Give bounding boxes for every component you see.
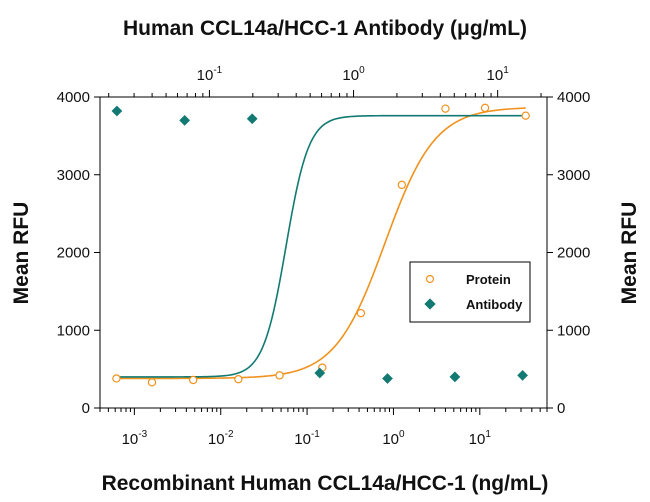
plot-frame — [99, 96, 548, 409]
protein-point — [397, 180, 407, 190]
x-axis-label: Recombinant Human CCL14a/HCC-1 (ng/mL) — [102, 472, 549, 495]
protein-point — [188, 375, 198, 385]
data-points — [111, 103, 530, 387]
y-tick-label-left: 1000 — [57, 322, 90, 339]
x-bottom-tick-label-base: 10 — [208, 431, 225, 448]
antibody-point — [449, 371, 461, 383]
y-tick-label-right: 3000 — [557, 167, 590, 184]
protein-point — [234, 375, 243, 384]
legend-protein-marker — [425, 274, 435, 284]
protein-fit-curve — [116, 107, 526, 380]
legend: Protein Antibody — [409, 261, 531, 323]
antibody-point — [179, 114, 191, 126]
protein-point — [112, 374, 121, 383]
antibody-point — [246, 113, 258, 125]
y-tick-label-right: 4000 — [557, 89, 590, 106]
antibody-point — [382, 373, 393, 384]
x-top-tick-label-base: 10 — [342, 67, 359, 84]
antibody-point — [517, 369, 528, 381]
protein-point — [275, 371, 284, 380]
protein-point — [521, 111, 530, 120]
y-tick-label-left: 0 — [82, 400, 90, 417]
protein-point — [356, 308, 366, 318]
y-tick-label-right: 1000 — [557, 322, 590, 339]
y-tick-label-left: 4000 — [57, 89, 90, 106]
protein-point — [441, 104, 450, 113]
x-bottom-tick-label: 10-1 — [294, 429, 320, 448]
x-top-tick-label-exponent: 0 — [359, 65, 365, 76]
x-bottom-tick-label: 100 — [382, 429, 405, 448]
legend-protein-label: Protein — [466, 272, 511, 287]
x-bottom-tick-label-exponent: -1 — [311, 429, 320, 440]
x-bottom-tick-label-base: 10 — [122, 431, 139, 448]
legend-antibody-label: Antibody — [466, 297, 523, 312]
x-top-tick-label: 100 — [342, 65, 365, 84]
antibody-fit-curve — [116, 114, 523, 378]
x-top-tick-label-exponent: -1 — [213, 65, 222, 76]
y-axis-label-right: Mean RFU — [618, 202, 641, 305]
x-top-tick-label-base: 10 — [487, 67, 504, 84]
y-axis-label-left: Mean RFU — [10, 202, 33, 305]
x-bottom-tick-label: 101 — [469, 429, 492, 448]
x-bottom-tick-label: 10-2 — [208, 429, 234, 448]
fit-curves — [116, 107, 526, 380]
x-bottom-tick-label-exponent: 0 — [399, 429, 405, 440]
chart-title: Human CCL14a/HCC-1 Antibody (μg/mL) — [123, 17, 527, 40]
x-top-tick-label-exponent: 1 — [503, 65, 509, 76]
x-top-tick-label-base: 10 — [197, 67, 214, 84]
x-bottom-tick-label-base: 10 — [469, 431, 486, 448]
y-tick-label-left: 2000 — [57, 245, 90, 262]
x-top-tick-label: 10-1 — [197, 65, 223, 84]
legend-box — [409, 261, 531, 323]
x-bottom-tick-label-base: 10 — [294, 431, 311, 448]
x-bottom-tick-label-exponent: -3 — [138, 429, 147, 440]
x-bottom-tick-label-exponent: -2 — [225, 429, 234, 440]
x-bottom-tick-label-base: 10 — [382, 431, 399, 448]
x-bottom-tick-label: 10-3 — [122, 429, 148, 448]
x-bottom-tick-label-exponent: 1 — [485, 429, 491, 440]
x-top-tick-label: 101 — [487, 65, 510, 84]
y-tick-label-left: 3000 — [57, 167, 90, 184]
protein-point — [147, 378, 157, 387]
y-tick-label-right: 2000 — [557, 245, 590, 262]
protein-point — [480, 103, 490, 113]
y-tick-label-right: 0 — [557, 400, 565, 417]
antibody-point — [111, 105, 123, 117]
